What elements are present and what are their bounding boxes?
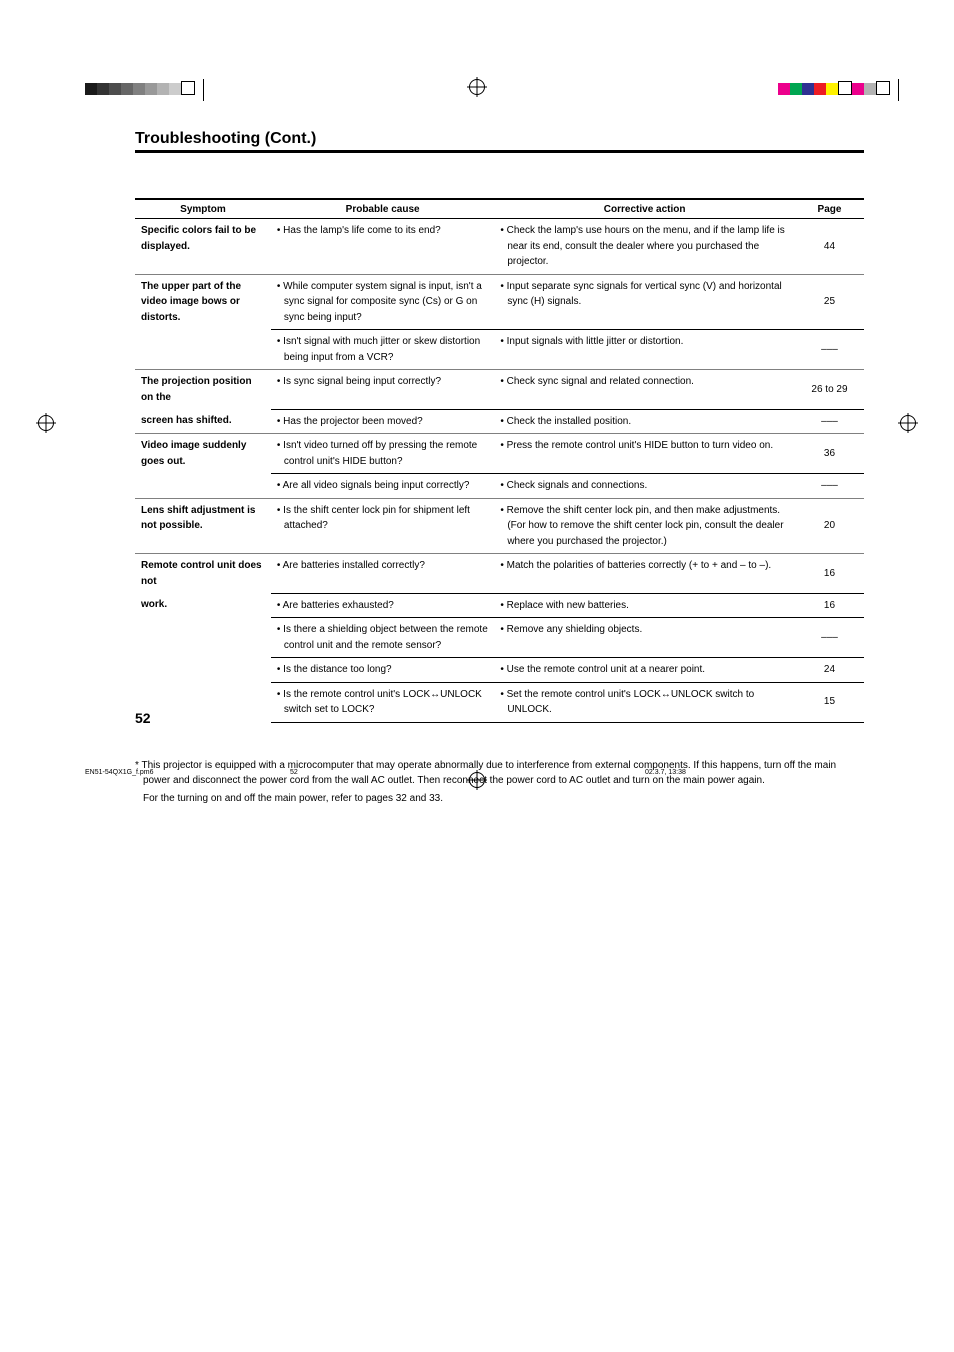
table-cell: ––– (795, 409, 864, 434)
table-cell: ––– (795, 330, 864, 370)
table-cell: Specific colors fail to be displayed. (135, 219, 271, 275)
footer-file: EN51-54QX1G_f.pm6 (85, 769, 153, 776)
footer-datetime: 02.3.7, 13:38 (645, 769, 686, 776)
th-cause: Probable cause (271, 199, 494, 219)
footnote-sub: For the turning on and off the main powe… (135, 791, 864, 807)
th-action: Corrective action (494, 199, 795, 219)
table-cell: 16 (795, 593, 864, 618)
table-cell: The upper part of the video image bows o… (135, 274, 271, 370)
th-symptom: Symptom (135, 199, 271, 219)
table-cell: • Check sync signal and related connecti… (494, 370, 795, 410)
table-cell: • Replace with new batteries. (494, 593, 795, 618)
table-cell: ––– (795, 618, 864, 658)
section-title: Troubleshooting (Cont.) (135, 130, 864, 148)
section-rule (135, 150, 864, 153)
table-cell: • Is there a shielding object between th… (271, 618, 494, 658)
table-cell: • Is the distance too long? (271, 658, 494, 683)
table-cell: • Is the remote control unit's LOCK↔UNLO… (271, 682, 494, 722)
table-cell: 20 (795, 498, 864, 554)
page-number: 52 (135, 710, 151, 726)
table-cell: • Check the lamp's use hours on the menu… (494, 219, 795, 275)
table-cell: • Check the installed position. (494, 409, 795, 434)
table-cell: ––– (795, 474, 864, 499)
registration-mark-top (469, 79, 485, 95)
table-cell: • Check signals and connections. (494, 474, 795, 499)
table-cell: Video image suddenly goes out. (135, 434, 271, 499)
table-cell: 24 (795, 658, 864, 683)
table-cell: • Press the remote control unit's HIDE b… (494, 434, 795, 474)
color-bar-left (85, 79, 204, 101)
table-cell: • Isn't video turned off by pressing the… (271, 434, 494, 474)
table-cell: 26 to 29 (795, 370, 864, 410)
table-cell: 36 (795, 434, 864, 474)
table-cell: 16 (795, 554, 864, 594)
table-cell: • Are batteries exhausted? (271, 593, 494, 618)
table-cell: • Input separate sync signals for vertic… (494, 274, 795, 330)
table-cell: • Has the lamp's life come to its end? (271, 219, 494, 275)
table-cell: work. (135, 593, 271, 722)
table-cell: • Match the polarities of batteries corr… (494, 554, 795, 594)
registration-mark-right (900, 415, 916, 431)
table-cell: • Are all video signals being input corr… (271, 474, 494, 499)
table-cell: • Remove the shift center lock pin, and … (494, 498, 795, 554)
color-bar-right (778, 79, 899, 101)
footer-page: 52 (290, 769, 298, 776)
table-cell: 15 (795, 682, 864, 722)
registration-mark-left (38, 415, 54, 431)
table-cell: • Isn't signal with much jitter or skew … (271, 330, 494, 370)
table-cell: • Is the shift center lock pin for shipm… (271, 498, 494, 554)
troubleshooting-table: Symptom Probable cause Corrective action… (135, 198, 864, 723)
table-cell: • Has the projector been moved? (271, 409, 494, 434)
table-cell: Remote control unit does not (135, 554, 271, 594)
table-cell: Lens shift adjustment is not possible. (135, 498, 271, 554)
th-page: Page (795, 199, 864, 219)
table-cell: 25 (795, 274, 864, 330)
table-cell: The projection position on the (135, 370, 271, 410)
table-cell: • While computer system signal is input,… (271, 274, 494, 330)
table-cell: • Use the remote control unit at a neare… (494, 658, 795, 683)
table-cell: • Is sync signal being input correctly? (271, 370, 494, 410)
table-cell: • Are batteries installed correctly? (271, 554, 494, 594)
table-cell: 44 (795, 219, 864, 275)
table-cell: • Input signals with little jitter or di… (494, 330, 795, 370)
table-cell: • Set the remote control unit's LOCK↔UNL… (494, 682, 795, 722)
table-cell: screen has shifted. (135, 409, 271, 434)
table-cell: • Remove any shielding objects. (494, 618, 795, 658)
footer: EN51-54QX1G_f.pm6 52 02.3.7, 13:38 (85, 769, 869, 776)
